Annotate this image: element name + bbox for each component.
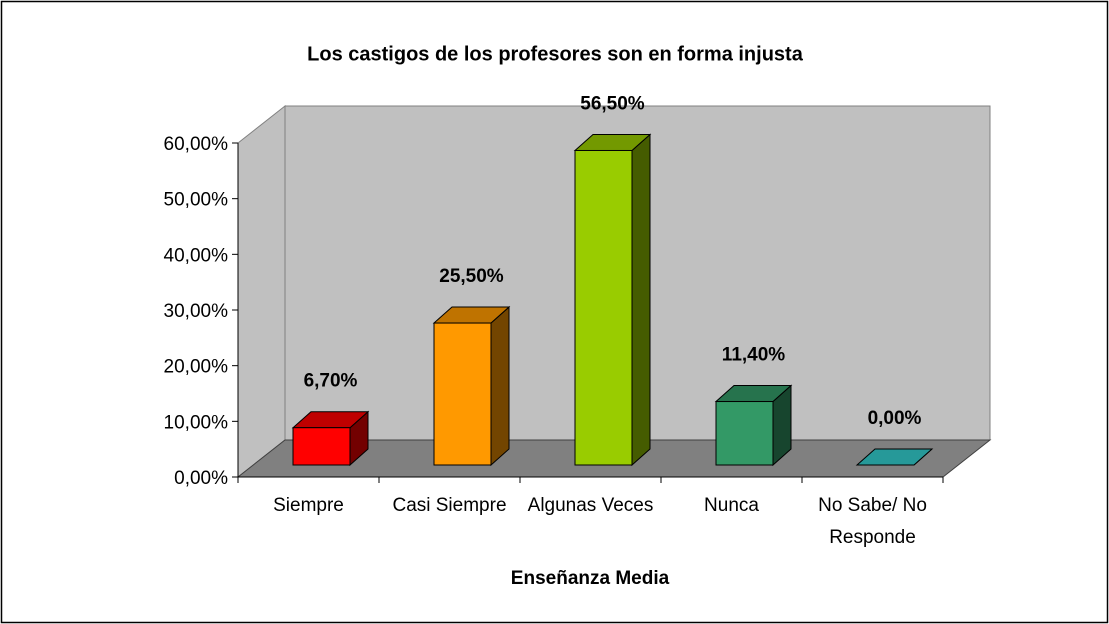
value-label: 11,40% bbox=[722, 345, 785, 366]
y-tick-label: 50,00% bbox=[164, 190, 229, 211]
bar bbox=[715, 401, 774, 466]
bar-side bbox=[631, 133, 651, 467]
value-label: 0,00% bbox=[868, 408, 922, 429]
y-tick-label: 10,00% bbox=[164, 412, 229, 433]
value-label: 25,50% bbox=[439, 266, 504, 287]
y-tick-label: 0,00% bbox=[174, 468, 228, 489]
x-axis-title: Enseñanza Media bbox=[511, 568, 670, 589]
x-tick-label: Casi Siempre bbox=[392, 495, 507, 516]
bar-top bbox=[855, 448, 934, 466]
bar bbox=[433, 322, 492, 466]
bar bbox=[292, 427, 351, 466]
y-tick-label: 30,00% bbox=[164, 301, 229, 322]
chart-title: Los castigos de los profesores son en fo… bbox=[307, 43, 804, 65]
bar-side bbox=[490, 305, 510, 467]
value-label: 6,70% bbox=[304, 371, 358, 392]
x-tick-label: Siempre bbox=[273, 495, 344, 516]
bar bbox=[574, 149, 633, 466]
x-tick-label: Nunca bbox=[704, 495, 759, 516]
value-label: 56,50% bbox=[580, 93, 645, 114]
x-tick-label: No Sabe/ No Responde bbox=[818, 495, 927, 548]
y-tick-label: 40,00% bbox=[164, 245, 229, 266]
x-tick-label: Algunas Veces bbox=[527, 495, 654, 516]
y-tick-label: 60,00% bbox=[164, 134, 229, 155]
y-tick-label: 20,00% bbox=[164, 357, 229, 378]
side-wall bbox=[237, 104, 286, 479]
